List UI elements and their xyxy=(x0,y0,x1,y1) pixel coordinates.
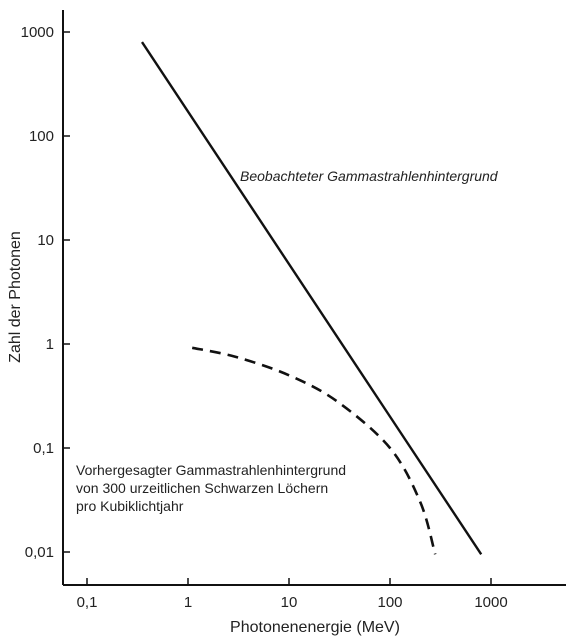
y-tick-label: 100 xyxy=(29,128,54,145)
annotation-predicted: Vorhergesagter Gammastrahlenhintergrund … xyxy=(76,462,346,514)
x-tick-label: 0,1 xyxy=(77,594,98,611)
series-predicted-line xyxy=(191,346,437,555)
y-tick-label: 0,01 xyxy=(25,544,54,561)
x-tick-label: 1 xyxy=(184,594,192,611)
annotation-predicted-line-1: Vorhergesagter Gammastrahlenhintergrund xyxy=(76,462,346,478)
y-axis-title: Zahl der Photonen xyxy=(7,231,24,363)
series-observed-line xyxy=(140,41,483,555)
plot-frame xyxy=(62,10,566,586)
series-layer xyxy=(140,41,483,555)
annotation-observed: Beobachteter Gammastrahlenhintergrund xyxy=(240,168,499,184)
annotation-predicted-line-2: von 300 urzeitlichen Schwarzen Löchern xyxy=(76,480,328,496)
annotation-predicted-line-3: pro Kubiklichtjahr xyxy=(76,498,184,514)
y-tick-label: 0,1 xyxy=(33,440,54,457)
y-ticks: 0,01 0,1 1 10 100 1000 xyxy=(21,24,70,561)
y-tick-label: 10 xyxy=(37,232,54,249)
x-tick-label: 100 xyxy=(377,594,402,611)
x-axis-title: Photonenenergie (MeV) xyxy=(230,619,400,636)
x-ticks: 0,1 1 10 100 1000 xyxy=(77,578,508,611)
x-tick-label: 1000 xyxy=(474,594,507,611)
y-tick-label: 1 xyxy=(46,336,54,353)
y-tick-label: 1000 xyxy=(21,24,54,41)
x-tick-label: 10 xyxy=(281,594,298,611)
